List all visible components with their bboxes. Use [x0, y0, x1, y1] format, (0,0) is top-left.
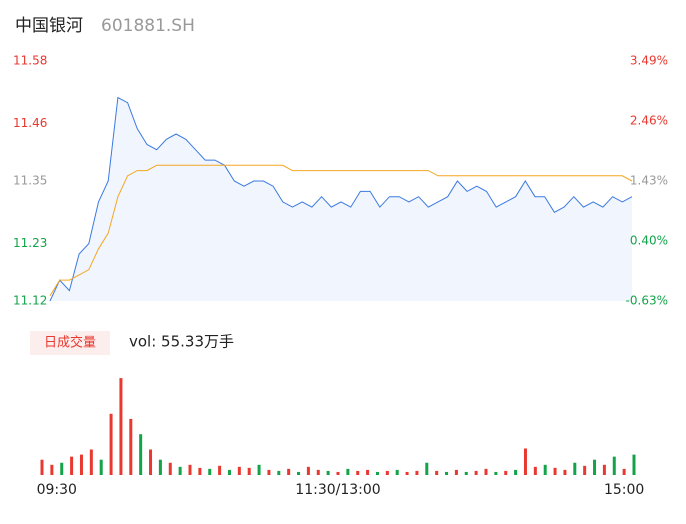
volume-bar [40, 459, 44, 475]
volume-bar [306, 466, 310, 475]
volume-bar [208, 468, 212, 475]
volume-bar [257, 464, 261, 475]
volume-bar [267, 469, 271, 475]
y-tick-label: 11.46 [13, 116, 47, 130]
stock-code: 601881.SH [101, 16, 195, 36]
volume-bar [178, 466, 182, 475]
volume-bar [543, 464, 547, 475]
volume-bar [70, 456, 74, 475]
volume-bar [168, 462, 172, 475]
volume-bar [494, 471, 498, 475]
volume-bar [435, 470, 439, 475]
y-tick-label: 11.58 [13, 54, 47, 68]
volume-bar [129, 418, 133, 475]
volume-bar [415, 470, 419, 475]
volume-bar [395, 469, 399, 475]
volume-bar [188, 464, 192, 475]
y2-tick-label: -0.63% [626, 294, 668, 308]
volume-bar [553, 467, 557, 475]
volume-bar [149, 449, 153, 475]
volume-bar [316, 469, 320, 475]
volume-bar [237, 466, 241, 475]
volume-bar [119, 378, 123, 475]
y-tick-label: 11.35 [13, 174, 47, 188]
volume-bar [583, 465, 587, 475]
volume-bar [523, 448, 527, 475]
volume-bar [99, 459, 103, 475]
average-line [49, 164, 633, 297]
volume-bar [405, 471, 409, 475]
volume-bar [385, 470, 389, 475]
volume-title: 日成交量 [44, 335, 96, 351]
volume-bar [563, 469, 567, 475]
volume-bar [79, 454, 83, 475]
y2-tick-label: 0.40% [630, 234, 668, 248]
volume-bar [425, 462, 429, 475]
volume-bar [50, 464, 54, 475]
x-tick-label: 09:30 [37, 482, 77, 498]
volume-title-bg [30, 331, 110, 355]
volume-bar [612, 456, 616, 475]
y-tick-label: 11.23 [13, 236, 47, 250]
volume-bar [326, 470, 330, 475]
volume-bar [198, 467, 202, 475]
volume-bar [622, 468, 626, 475]
volume-bar [474, 470, 478, 475]
volume-total: vol: 55.33万手 [129, 333, 234, 351]
y2-tick-label: 3.49% [630, 54, 668, 68]
volume-bar [277, 470, 281, 475]
volume-bar [504, 470, 508, 475]
x-tick-label: 11:30/13:00 [295, 482, 380, 498]
volume-bar [60, 462, 64, 475]
y2-tick-label: 1.43% [630, 174, 668, 188]
volume-bar [139, 434, 143, 475]
volume-bar [218, 465, 222, 475]
volume-bar [484, 468, 488, 475]
volume-bar [336, 471, 340, 475]
volume-bar [297, 471, 301, 475]
volume-bar [356, 470, 360, 475]
volume-bar [514, 469, 518, 475]
price-line [49, 96, 633, 302]
volume-bar [158, 459, 162, 475]
volume-bar [454, 469, 458, 475]
volume-bar [287, 468, 291, 475]
stock-name: 中国银河 [15, 16, 83, 36]
volume-bar [445, 471, 449, 475]
volume-bar [464, 471, 468, 475]
volume-bar [533, 466, 537, 475]
volume-bar [632, 454, 636, 475]
volume-bar [602, 464, 606, 475]
volume-bar [346, 468, 350, 475]
x-tick-label: 15:00 [604, 482, 644, 498]
volume-bar [375, 471, 379, 475]
volume-bar [247, 467, 251, 475]
y-tick-label: 11.12 [13, 294, 47, 308]
price-area [50, 97, 632, 301]
y2-tick-label: 2.46% [630, 114, 668, 128]
volume-bar [89, 449, 93, 475]
volume-bar [573, 462, 577, 475]
volume-bar [227, 469, 231, 475]
volume-bar [109, 413, 113, 475]
volume-bar [593, 459, 597, 475]
volume-bar [366, 469, 370, 475]
